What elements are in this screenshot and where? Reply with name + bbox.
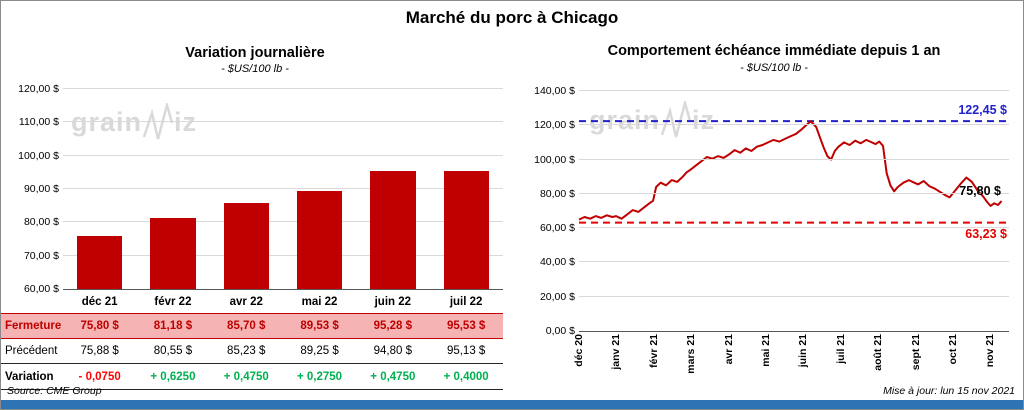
price-line-svg: [579, 91, 1009, 331]
gridline: [63, 121, 503, 123]
y-tick-label: 100,00 $: [18, 149, 59, 162]
bar-chart-title: Variation journalière: [185, 45, 325, 61]
y-tick-label: 140,00 $: [534, 85, 575, 97]
line-chart-y-axis: 0,00 $ 20,00 $ 40,00 $ 60,00 $ 80,00 $ 100,00…: [513, 85, 575, 337]
y-tick-label: 70,00 $: [23, 249, 59, 262]
x-tick-label: mai 21: [759, 334, 772, 367]
grainwiz-spark-icon: [143, 103, 174, 140]
bar-chart: [63, 88, 503, 290]
table-cell: + 0,4750: [223, 370, 269, 383]
gridline: [63, 188, 503, 189]
table-cell: 75,80 $: [80, 320, 119, 332]
grainwiz-logo-text-1: grain: [589, 105, 661, 135]
gridline: [579, 261, 1009, 263]
y-tick-label: 100,00 $: [534, 153, 575, 166]
source-note: Source: CME Group: [7, 385, 102, 397]
gridline: [63, 88, 503, 89]
table-row-variation: Variation - 0,0750 + 0,6250 + 0,4750 + 0,275…: [1, 363, 503, 390]
table-header-row: déc 21 févr 22 avr 22 mai 22 juin 22 juil 22: [1, 291, 503, 313]
x-tick-label: avr 21: [722, 334, 735, 365]
table-cell: 94,80 $: [373, 345, 413, 357]
y-tick-label: 80,00 $: [539, 187, 575, 200]
line-chart-title: Comportement échéance immédiate depuis 1…: [607, 43, 941, 59]
table-cell: + 0,6250: [150, 370, 196, 383]
bar-chart-subtitle: - $US/100 lb -: [221, 63, 289, 75]
x-tick-label: févr 21: [647, 334, 660, 368]
column-header: déc 21: [81, 296, 118, 308]
table-cell: 80,55 $: [153, 345, 193, 357]
bar: [223, 203, 270, 289]
column-header: juil 22: [449, 296, 483, 308]
x-tick-label: nov 21: [984, 334, 997, 368]
column-header: févr 22: [154, 296, 192, 308]
table-cell: 81,18 $: [153, 320, 193, 332]
table-cell: 85,23 $: [227, 345, 266, 357]
y-tick-label: 20,00 $: [539, 290, 575, 303]
gridline: [579, 295, 1009, 297]
y-tick-label: 120,00 $: [18, 83, 59, 95]
y-tick-label: 0,00 $: [545, 325, 575, 337]
x-tick-label: mars 21: [685, 334, 698, 374]
row-label: Fermeture: [5, 320, 62, 332]
gridline: [579, 124, 1009, 126]
gridline: [63, 254, 503, 256]
table-cell: - 0,0750: [78, 370, 121, 383]
table-cell: 95,28 $: [373, 320, 413, 332]
summary-table: déc 21 févr 22 avr 22 mai 22 juin 22 juil 22 F…: [1, 291, 503, 390]
line-chart-x-axis: déc 20 janv 21 févr 21 mars 21 avr 21 mai 21 j…: [573, 332, 1009, 386]
footer-accent-bar: [1, 400, 1023, 409]
y-tick-label: 60,00 $: [23, 283, 59, 295]
table-cell: 85,70 $: [227, 320, 266, 332]
table-cell: + 0,2750: [296, 370, 343, 383]
x-tick-label: janv 21: [610, 334, 623, 370]
gridline: [63, 221, 503, 223]
bar: [370, 171, 416, 289]
column-header: mai 22: [301, 296, 338, 308]
table-cell: + 0,4000: [443, 370, 489, 383]
bar: [150, 218, 196, 289]
update-note: Mise à jour: lun 15 nov 2021: [883, 385, 1015, 397]
y-tick-label: 90,00 $: [23, 183, 59, 195]
table-cell: 95,13 $: [446, 345, 486, 357]
table-cell: 75,88 $: [80, 345, 119, 357]
gridline: [579, 158, 1009, 160]
x-tick-label: oct 21: [946, 334, 959, 365]
table-cell: 95,53 $: [446, 320, 486, 332]
table-cell: 89,53 $: [300, 320, 339, 332]
page-title: Marché du porc à Chicago: [405, 8, 619, 27]
column-header: juin 22: [374, 296, 412, 308]
bar-chart-y-axis: 60,00 $ 70,00 $ 80,00 $ 90,00 $ 100,00 $ 110,…: [1, 83, 59, 295]
x-tick-label: août 21: [872, 334, 885, 371]
grainwiz-spark-icon: [661, 101, 692, 138]
line-chart: [579, 90, 1009, 332]
x-tick-label: juil 21: [834, 334, 847, 364]
y-tick-label: 40,00 $: [539, 256, 575, 269]
bar: [76, 236, 123, 289]
y-tick-label: 80,00 $: [23, 216, 59, 229]
gridline: [579, 90, 1009, 91]
x-tick-label: sept 21: [909, 334, 922, 371]
bar: [296, 190, 343, 289]
bar: [443, 170, 490, 289]
y-tick-label: 110,00 $: [18, 116, 59, 129]
gridline: [63, 154, 503, 156]
grainwiz-logo-text-2: iz: [692, 105, 716, 135]
row-label: Précédent: [5, 345, 58, 357]
price-line: [579, 121, 1002, 219]
column-header: avr 22: [229, 296, 263, 308]
grainwiz-logo: grain iz: [589, 101, 716, 138]
gridline: [579, 227, 1009, 229]
table-row-precedent: Précédent 75,88 $ 80,55 $ 85,23 $ 89,25 $ 94,…: [1, 339, 503, 363]
gridline: [579, 192, 1009, 194]
y-tick-label: 120,00 $: [534, 119, 575, 132]
row-label: Variation: [5, 370, 54, 383]
table-cell: 89,25 $: [300, 345, 339, 357]
y-tick-label: 60,00 $: [539, 222, 575, 235]
x-tick-label: juin 21: [797, 334, 810, 368]
x-tick-label: déc 20: [573, 334, 585, 367]
table-row-fermeture: Fermeture 75,80 $ 81,18 $ 85,70 $ 89,53 $ 95,…: [1, 313, 503, 339]
line-chart-subtitle: - $US/100 lb -: [740, 62, 808, 74]
table-cell: + 0,4750: [370, 370, 416, 383]
